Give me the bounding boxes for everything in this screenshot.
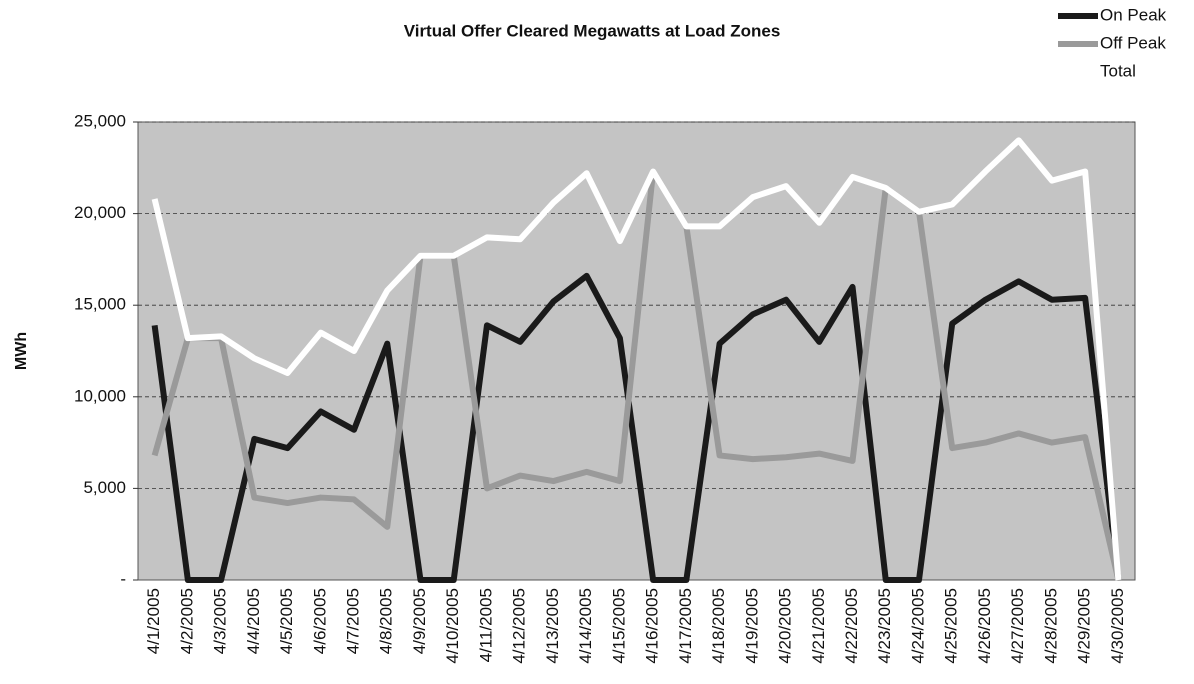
x-tick-label: 4/11/2005 <box>476 588 495 662</box>
x-tick-label: 4/22/2005 <box>842 588 861 664</box>
series-line <box>151 168 1122 581</box>
x-tick-label: 4/24/2005 <box>908 588 927 664</box>
legend-label: Off Peak <box>1100 33 1166 52</box>
x-tick-label: 4/8/2005 <box>377 588 396 654</box>
series-line <box>151 137 1122 581</box>
x-tick-label: 4/18/2005 <box>709 588 728 664</box>
x-tick-label: 4/14/2005 <box>576 588 595 664</box>
y-tick-label: 15,000 <box>74 295 126 314</box>
y-tick-label: 10,000 <box>74 386 126 405</box>
x-tick-label: 4/23/2005 <box>875 588 894 664</box>
chart-title: Virtual Offer Cleared Megawatts at Load … <box>404 21 781 40</box>
legend-label: On Peak <box>1100 5 1167 24</box>
x-tick-label: 4/17/2005 <box>676 588 695 664</box>
x-tick-label: 4/4/2005 <box>244 588 263 654</box>
series-line <box>151 272 1122 583</box>
x-tick-label: 4/20/2005 <box>776 588 795 664</box>
x-tick-label: 4/28/2005 <box>1041 588 1060 664</box>
x-tick-label: 4/12/2005 <box>510 588 529 664</box>
x-tick-label: 4/1/2005 <box>144 588 163 654</box>
x-tick-label: 4/25/2005 <box>942 588 961 664</box>
x-tick-label: 4/15/2005 <box>609 588 628 664</box>
y-tick-label: - <box>120 569 126 588</box>
x-tick-label: 4/19/2005 <box>742 588 761 664</box>
x-tick-label: 4/10/2005 <box>443 588 462 664</box>
x-tick-label: 4/21/2005 <box>809 588 828 664</box>
x-tick-label: 4/2/2005 <box>177 588 196 654</box>
x-tick-label: 4/26/2005 <box>975 588 994 664</box>
x-tick-label: 4/6/2005 <box>310 588 329 654</box>
legend-label: Total <box>1100 61 1136 80</box>
x-tick-label: 4/5/2005 <box>277 588 296 654</box>
y-tick-label: 5,000 <box>83 478 126 497</box>
x-tick-label: 4/27/2005 <box>1008 588 1027 664</box>
y-tick-label: 25,000 <box>74 111 126 130</box>
x-tick-label: 4/3/2005 <box>211 588 230 654</box>
x-tick-label: 4/13/2005 <box>543 588 562 664</box>
x-tick-label: 4/9/2005 <box>410 588 429 654</box>
x-tick-label: 4/16/2005 <box>643 588 662 664</box>
y-axis-label: MWh <box>13 332 30 370</box>
y-tick-label: 20,000 <box>74 203 126 222</box>
x-tick-label: 4/30/2005 <box>1108 588 1127 664</box>
x-tick-label: 4/7/2005 <box>344 588 363 654</box>
x-tick-label: 4/29/2005 <box>1075 588 1094 664</box>
